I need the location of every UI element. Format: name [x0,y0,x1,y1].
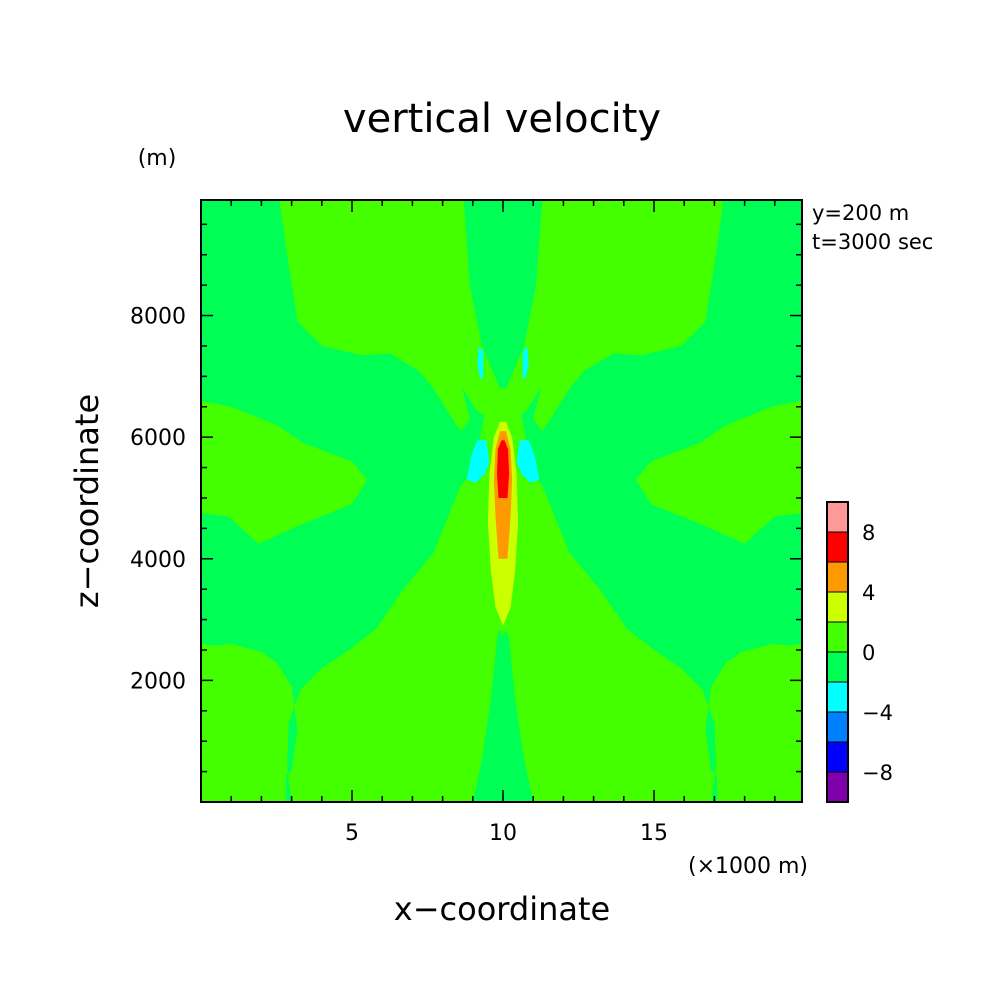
colorbar-level [826,771,849,803]
contour-region-upper-left-band [358,200,470,432]
colorbar-level [826,681,849,713]
y-tick-label: 8000 [130,305,186,330]
colorbar-level [826,621,849,653]
x-axis-label: x−coordinate [394,890,610,928]
colorbar-level [826,561,849,593]
y-tick-labels: 2000 4000 6000 8000 [130,305,186,695]
colorbar-level [826,501,849,533]
x-tick-label: 15 [640,821,668,846]
annotation-time: t=3000 sec [812,230,933,254]
contour-region-downdraft-right-lower [516,440,540,483]
y-axis-label: z−coordinate [68,394,106,608]
contour-region-downdraft-left-upper [477,345,484,380]
colorbar-level [826,741,849,773]
contour-region-central-negative-column [472,619,534,802]
colorbar-tick-label: 8 [862,521,875,545]
colorbar-frame [826,501,849,803]
y-tick-label: 4000 [130,548,186,573]
y-tick-label: 2000 [130,669,186,694]
colorbar-tick-label: −8 [862,761,893,785]
x-tick-labels: 5 10 15 [345,821,668,846]
contour-region-negative-left-lobe [201,200,494,802]
contour-region-updraft-red [497,440,510,498]
plot-frame [200,199,803,803]
colorbar-level [826,711,849,743]
contour-region-downdraft-right-upper [522,345,529,380]
contour-region-negative-right-lobe-core [715,643,802,802]
contour-regions [201,200,802,802]
x-unit-label: (×1000 m) [688,854,808,879]
colorbar-tick-label: 4 [862,581,875,605]
colorbar-tick-label: −4 [862,701,893,725]
major-ticks [201,200,802,802]
colorbar [826,501,849,803]
contour-region-downdraft-left-lower [466,440,490,483]
colorbar-level [826,651,849,683]
annotation-y-position: y=200 m [812,201,909,225]
y-unit-label: (m) [138,146,177,171]
contour-region-upper-central-column [463,200,543,389]
colorbar-level [826,591,849,623]
contour-region-negative-right-lobe [509,200,802,802]
contour-region-upper-right-band [533,200,645,432]
x-tick-label: 5 [345,821,359,846]
y-tick-label: 6000 [130,426,186,451]
colorbar-level [826,531,849,563]
colorbar-ticks: 8 4 0 −4 −8 [862,521,893,785]
colorbar-tick-label: 0 [862,641,875,665]
x-tick-label: 10 [489,821,517,846]
chart-title: vertical velocity [343,96,661,142]
contour-region-negative-left-lobe-core [201,643,288,802]
